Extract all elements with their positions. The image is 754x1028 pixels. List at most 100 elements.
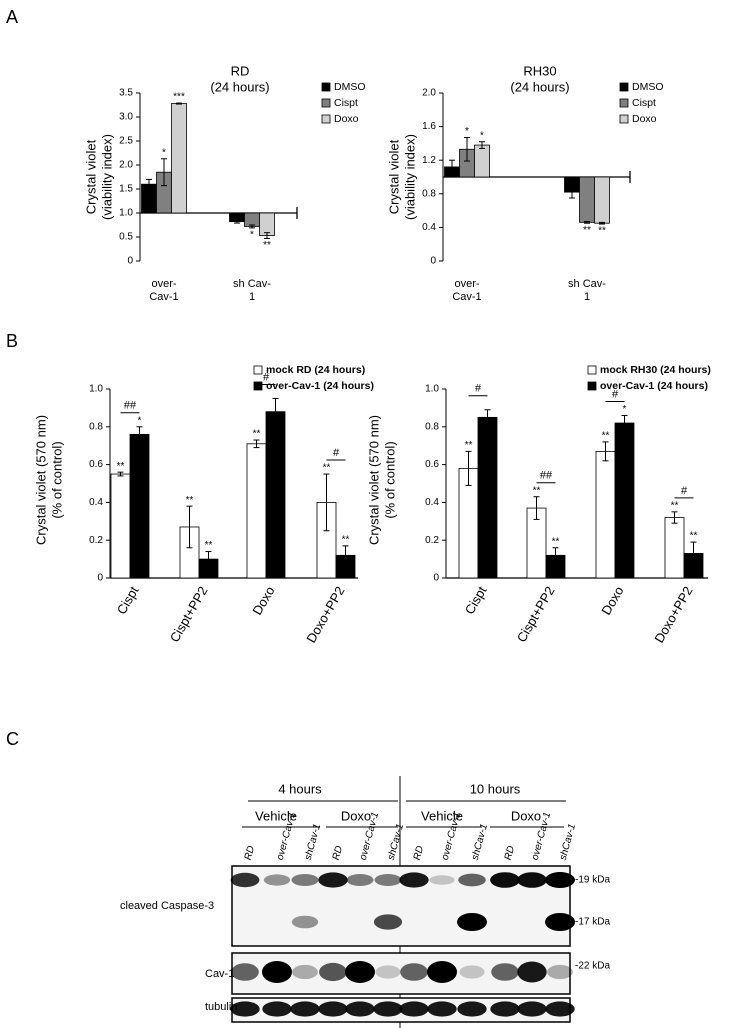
blot-band <box>400 963 428 981</box>
legend-swatch <box>587 381 597 391</box>
significance-label: * <box>623 404 627 415</box>
error-bar <box>690 541 697 566</box>
lane-label: shCav-1 <box>303 823 323 862</box>
x-tick-label: Doxo <box>249 584 277 618</box>
x-tick-label: Cispt+PP2 <box>514 584 558 645</box>
blot-band <box>427 961 457 983</box>
legend-label: Doxo <box>632 113 657 125</box>
blot-band <box>374 874 402 886</box>
blot-band <box>399 872 429 888</box>
y-tick-label: 0.2 <box>89 535 103 546</box>
y-axis-label: Crystal violet (570 nm) <box>366 415 381 545</box>
significance-label: ** <box>690 531 698 542</box>
blot-band <box>318 872 348 888</box>
row-label: tubulin <box>205 1001 237 1013</box>
y-axis-label: (viability index) <box>99 134 114 220</box>
error-bar <box>464 137 470 162</box>
bracket-label: ## <box>124 400 137 412</box>
lane-label: RD <box>243 845 257 862</box>
y-tick-label: 0.4 <box>89 497 103 508</box>
error-bar <box>602 441 609 462</box>
blot-band <box>262 1001 292 1017</box>
significance-label: *** <box>173 92 185 103</box>
blot-band <box>429 875 455 885</box>
legend-swatch <box>587 365 597 375</box>
bracket-label: ## <box>540 470 553 482</box>
error-bar <box>117 471 124 477</box>
chart-title: RH30 <box>523 63 556 78</box>
error-bar <box>552 547 559 564</box>
marker-label: -17 kDa <box>575 917 610 928</box>
x-tick-label: Doxo <box>598 584 626 618</box>
significance-label: ** <box>205 540 213 551</box>
error-bar <box>146 178 152 190</box>
significance-label: ** <box>465 440 473 451</box>
error-bar <box>234 219 240 224</box>
bar <box>474 144 490 178</box>
y-tick-label: 1.0 <box>425 384 439 395</box>
y-tick-label: 1.5 <box>119 184 133 195</box>
error-bar <box>186 505 193 549</box>
y-tick-label: 0 <box>433 573 439 584</box>
blot-band <box>545 1001 575 1017</box>
bracket-label: # <box>612 388 619 400</box>
legend-label: Doxo <box>334 113 359 125</box>
error-bar <box>249 224 255 229</box>
y-tick-label: 1.6 <box>422 121 436 132</box>
bar <box>265 411 286 579</box>
y-tick-label: 0.6 <box>425 459 439 470</box>
bar <box>171 103 187 214</box>
blot-band <box>458 873 486 887</box>
legend-swatch <box>253 381 263 391</box>
bar <box>246 443 267 579</box>
y-axis-label: (% of control) <box>49 441 64 518</box>
error-bar <box>621 414 628 432</box>
y-tick-label: 0.8 <box>422 188 436 199</box>
error-bar <box>533 496 540 520</box>
error-bar <box>479 141 485 149</box>
significance-label: ** <box>263 240 271 251</box>
legend-swatch <box>321 98 331 108</box>
error-bar <box>136 426 143 443</box>
y-axis-label: (% of control) <box>382 441 397 518</box>
significance-label: * <box>250 230 254 241</box>
blot-band <box>231 963 259 981</box>
significance-label: ** <box>671 500 679 511</box>
significance-label: ** <box>583 225 591 236</box>
bar <box>129 433 150 579</box>
significance-label: ** <box>552 536 560 547</box>
y-tick-label: 0.6 <box>89 459 103 470</box>
blot-band <box>345 961 375 983</box>
significance-label: ** <box>323 463 331 474</box>
treatment-label: Vehicle <box>421 808 463 823</box>
bar <box>579 176 595 223</box>
blot-band <box>292 964 318 980</box>
bracket-label: # <box>475 383 482 395</box>
significance-label: ** <box>117 461 125 472</box>
lane-label: shCav-1 <box>558 823 578 862</box>
blot-band <box>291 874 319 886</box>
blot-band <box>230 1001 260 1017</box>
x-tick-label: over-Cav-1 <box>452 278 482 303</box>
lane-label: RD <box>503 845 517 862</box>
y-tick-label: 0 <box>97 573 103 584</box>
x-tick-label: Doxo+PP2 <box>651 584 695 646</box>
significance-label: ** <box>342 535 350 546</box>
error-bar <box>484 409 491 426</box>
y-axis-label: (viability index) <box>402 134 417 220</box>
bar <box>244 212 260 227</box>
treatment-label: Vehicle <box>255 808 297 823</box>
blot-band <box>427 1001 457 1017</box>
chart-subtitle: (24 hours) <box>510 79 569 94</box>
blot-band <box>491 963 519 981</box>
y-axis-label: Crystal violet (570 nm) <box>33 415 48 545</box>
error-bar <box>569 185 575 199</box>
y-tick-label: 3.0 <box>119 112 133 123</box>
y-tick-label: 0.8 <box>89 421 103 432</box>
x-tick-label: Cispt <box>114 583 142 616</box>
error-bar <box>253 439 260 449</box>
bar <box>110 473 131 579</box>
blot-band <box>318 1001 348 1017</box>
